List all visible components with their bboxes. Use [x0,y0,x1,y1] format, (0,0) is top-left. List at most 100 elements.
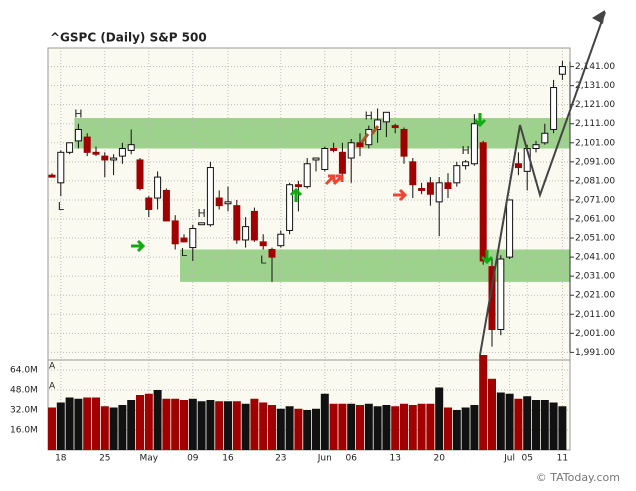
x-tick-label: 25 [99,454,110,464]
arrow [360,125,380,143]
candle-body [127,144,135,151]
volume-bar [56,402,65,450]
volume-bar [109,407,118,450]
candle-body [74,128,82,142]
candle-body [462,161,470,167]
hl-marker: H [461,144,469,157]
x-tick-label: 11 [557,454,568,464]
volume-bar [382,405,391,450]
volume-bar [329,403,338,450]
volume-bar [505,393,514,450]
volume-bar [523,396,532,450]
volume-bar [92,397,100,450]
candle-body [224,201,232,205]
volume-bar [417,403,426,450]
volume-bar [303,410,312,450]
candle-body [180,237,188,243]
x-tick-label: 06 [345,454,357,464]
arrow [480,250,494,265]
x-tick-label: 09 [187,454,199,464]
candle-body [435,182,443,203]
volume-bar [373,406,382,450]
candle-body [162,189,170,222]
x-tick-label: Jun [317,454,332,464]
volume-bar [356,405,364,450]
volume-bar [241,403,250,450]
x-tick-label: May [139,454,158,464]
y-tick-label: 2,141.00 [575,62,615,72]
volume-bar [408,405,417,450]
y-tick-label: 1,991.00 [575,348,615,358]
candle-body [479,142,487,262]
candle-body [250,210,258,241]
volume-bar [426,403,435,450]
x-tick-label: 18 [55,454,67,464]
arrow-head [592,10,605,24]
volume-bar [391,406,400,450]
volume-bar [347,403,356,450]
x-tick-label: 13 [389,454,400,464]
chart-title: ^GSPC (Daily) S&P 500 [50,31,207,45]
y-tick-label: 2,051.00 [575,234,615,244]
volume-bar [197,401,206,450]
candle-body [242,226,250,241]
volume-tick-label: 32.0M [10,406,38,416]
hl-marker: H [74,108,82,121]
volume-bar [118,405,127,450]
volume-bar [74,398,83,450]
candle-body [400,128,408,157]
y-tick-label: 2,081.00 [575,176,615,186]
candle-body [418,188,426,191]
candle-body [145,197,153,210]
volume-bar [294,408,303,450]
arrow [131,239,146,253]
hl-marker: L [260,253,267,266]
candle-body [470,123,478,165]
volume-bar [540,400,549,450]
volume-bar [461,407,470,450]
y-tick-label: 2,101.00 [575,138,615,148]
volume-bar [558,406,567,450]
y-tick-label: 2,061.00 [575,215,615,225]
candle-body [277,233,285,247]
candle-body [101,155,109,161]
x-tick-label: 23 [275,454,286,464]
hl-marker: L [58,200,65,213]
candle-body [330,148,338,151]
volume-bar [549,402,558,450]
volume-bar [444,407,452,450]
volume-bar [285,406,294,450]
volume-bar [479,355,488,450]
candle-body [189,228,197,249]
candle-body [374,119,382,130]
candle-body [453,165,461,184]
candle-body [426,182,434,195]
volume-bar [188,398,197,450]
volume-bar [153,390,162,450]
volume-bar [364,403,373,450]
candle-body [532,144,540,150]
candle-body [118,148,126,157]
volume-bar [215,401,224,450]
y-tick-label: 2,031.00 [575,272,615,282]
volume-bar [338,403,347,450]
volume-bar [320,393,329,450]
hl-marker: H [197,207,205,220]
candle-body [259,241,267,247]
volume-bar [127,400,136,450]
y-tick-label: 2,011.00 [575,310,615,320]
volume-bar [259,402,268,450]
candle-body [558,66,566,75]
arrow [289,187,303,202]
volume-bar [276,408,285,450]
x-tick-label: Jul [503,454,515,464]
volume-bar [171,398,180,450]
candle-body [409,161,417,186]
candle-body [303,163,311,188]
y-tick-label: 2,131.00 [575,81,615,91]
volume-bar [312,408,320,450]
annotations [131,10,606,356]
candle-body [215,197,223,207]
arrow [324,174,344,186]
